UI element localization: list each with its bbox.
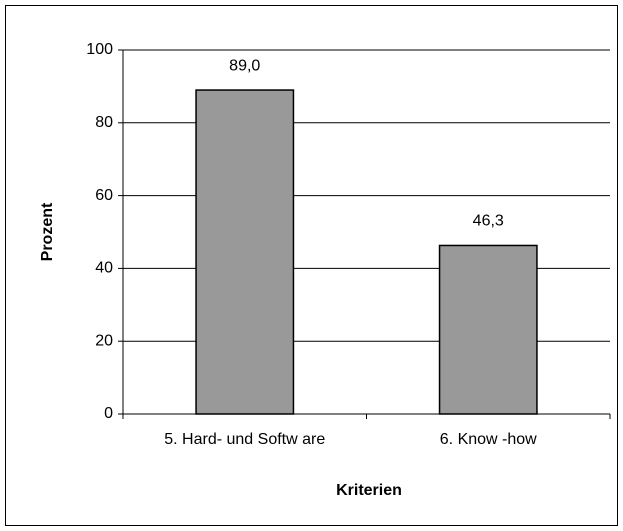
bar [438, 244, 538, 415]
bar [195, 89, 295, 415]
data-label: 46,3 [473, 213, 504, 230]
y-tick-label: 40 [95, 260, 113, 277]
y-axis-title: Prozent [39, 202, 56, 261]
x-axis-title: Kriterien [336, 482, 402, 499]
x-tick-label: 6. Know -how [440, 431, 537, 448]
data-label: 89,0 [229, 57, 260, 74]
y-tick-label: 100 [86, 41, 113, 58]
y-tick-label: 60 [95, 187, 113, 204]
y-tick-label: 0 [104, 405, 113, 422]
y-tick-label: 20 [95, 332, 113, 349]
y-tick-label: 80 [95, 114, 113, 131]
x-tick-label: 5. Hard- und Softw are [164, 431, 325, 448]
